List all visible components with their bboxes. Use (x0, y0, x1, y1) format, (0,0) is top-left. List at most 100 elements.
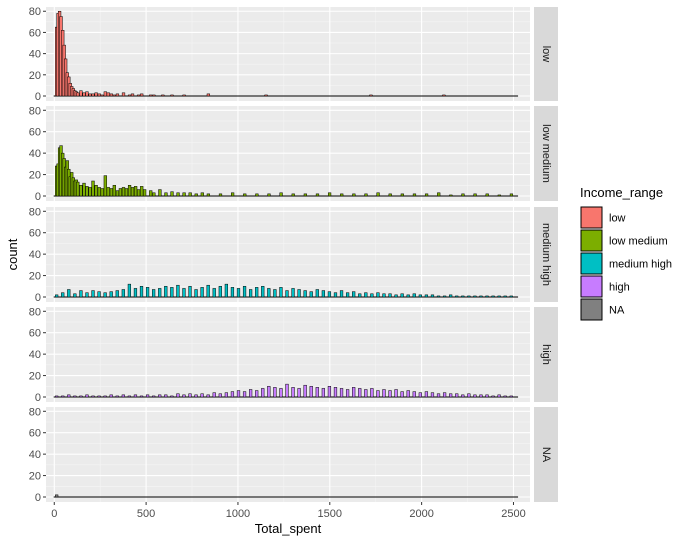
legend-key (580, 229, 603, 252)
histogram-bar (509, 395, 513, 398)
histogram-bar (243, 193, 247, 197)
histogram-bar (109, 93, 114, 97)
facet-strip (534, 307, 558, 402)
y-tick-label: 20 (29, 170, 41, 182)
histogram-bar (309, 291, 313, 298)
histogram-bar (424, 193, 429, 197)
histogram-bar (115, 93, 120, 97)
histogram-bar (370, 388, 374, 398)
histogram-bar (406, 294, 410, 298)
histogram-bar (388, 390, 392, 398)
histogram-bar (242, 286, 247, 298)
y-tick-label: 80 (29, 6, 41, 18)
histogram-bar (436, 295, 441, 298)
histogram-bar (100, 94, 104, 97)
histogram-bar (369, 94, 373, 97)
legend-key (580, 206, 603, 229)
facet-panel-low-medium: low medium (46, 106, 558, 201)
facet-strip (534, 7, 558, 101)
histogram-bar (61, 292, 65, 298)
histogram-bar (231, 192, 235, 197)
y-tick-label: 20 (29, 371, 41, 383)
histogram-bar (109, 394, 113, 398)
y-tick-label: 60 (29, 228, 41, 240)
histogram-bar (182, 192, 186, 197)
histogram-bar (55, 395, 59, 398)
histogram-bar (127, 185, 132, 197)
histogram-bar (91, 180, 95, 197)
histogram-bar (103, 175, 107, 197)
legend-label: medium high (609, 259, 672, 271)
histogram-bar (491, 395, 495, 398)
histogram-bar (152, 395, 156, 398)
legend-key (580, 275, 603, 298)
histogram-bar (242, 391, 247, 398)
histogram-bar (188, 286, 192, 298)
histogram-bar (82, 182, 86, 197)
facet-strip-label: high (540, 344, 552, 365)
histogram-bar (73, 293, 77, 298)
histogram-bar (85, 91, 89, 97)
histogram-bar (303, 384, 307, 398)
histogram-bar (97, 187, 101, 197)
histogram-bar (364, 193, 368, 197)
histogram-bar (182, 288, 186, 298)
histogram-bar (449, 393, 453, 398)
y-tick-label: 80 (29, 206, 41, 218)
histogram-bar (261, 388, 265, 398)
histogram-bar (309, 386, 313, 398)
histogram-bar (467, 393, 471, 398)
y-axis-title: count (5, 238, 20, 270)
x-tick-label: 0 (51, 508, 57, 520)
histogram-bar (412, 193, 417, 197)
y-tick-label: 0 (35, 191, 41, 203)
histogram-bar (112, 94, 116, 97)
x-tick-label: 2000 (409, 508, 433, 520)
legend-key (580, 298, 603, 321)
y-tick-label: 60 (29, 328, 41, 340)
histogram-bar (479, 394, 483, 398)
histogram-bar (485, 394, 489, 398)
histogram-bar (352, 193, 356, 197)
histogram-bar (376, 292, 380, 298)
histogram-bar (200, 287, 204, 298)
histogram-bar (109, 188, 114, 197)
histogram-bar (103, 91, 107, 97)
histogram-bar (461, 295, 465, 298)
facet-strip (534, 207, 558, 302)
facet-strip (534, 106, 558, 201)
histogram-bar (303, 193, 307, 197)
facet-panel-high: high (46, 307, 558, 402)
histogram-bar (261, 286, 265, 298)
histogram-bar (109, 291, 113, 298)
histogram-bar (497, 394, 501, 398)
facet-panel-medium-high: medium high (46, 207, 558, 302)
legend-label: high (609, 282, 630, 294)
histogram-bar (327, 386, 332, 398)
y-tick-label: 20 (29, 271, 41, 283)
x-axis-title: Total_spent (255, 521, 322, 536)
facet-strip-label: low (540, 46, 552, 63)
histogram-bar (136, 189, 141, 197)
histogram-bar (267, 386, 271, 398)
histogram-bar (339, 290, 344, 298)
legend-key (580, 252, 603, 275)
histogram-bar (352, 387, 356, 398)
histogram-bar (103, 292, 107, 298)
histogram-bar (121, 394, 125, 398)
histogram-bar (364, 292, 368, 298)
histogram-bar (127, 94, 132, 97)
x-tick-label: 2500 (501, 508, 525, 520)
histogram-bar (333, 387, 338, 398)
y-tick-label: 60 (29, 27, 41, 39)
histogram-bar (212, 288, 216, 298)
y-tick-label: 40 (29, 349, 41, 361)
histogram-bar (442, 295, 447, 298)
histogram-bar (273, 289, 277, 298)
histogram-bar (85, 186, 89, 197)
histogram-bar (430, 392, 435, 398)
histogram-bar (149, 190, 153, 197)
histogram-bar (358, 388, 362, 398)
histogram-bar (206, 93, 210, 97)
histogram-bar (106, 92, 110, 97)
